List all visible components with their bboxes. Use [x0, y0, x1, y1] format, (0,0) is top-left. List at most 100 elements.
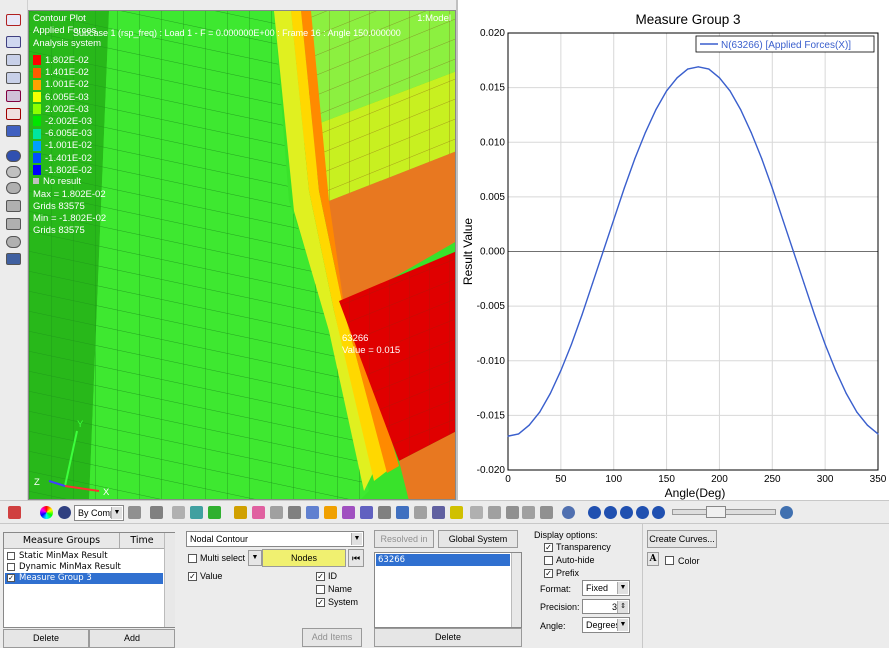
comment-icon[interactable] — [488, 506, 501, 519]
find-between-icon[interactable] — [360, 506, 373, 519]
image-icon[interactable] — [6, 253, 21, 265]
brush-icon[interactable] — [470, 506, 483, 519]
measure-groups-list[interactable]: Measure Groups Time Static MinMax Result… — [3, 532, 175, 628]
value-checkbox[interactable]: ✓ — [188, 572, 197, 581]
legend-swatch — [33, 55, 41, 66]
slider-handle[interactable] — [706, 506, 726, 518]
last-frame-icon[interactable] — [652, 506, 665, 519]
measure-icon[interactable] — [6, 150, 21, 162]
tensor-icon[interactable] — [6, 72, 21, 84]
hide-icon[interactable] — [378, 506, 391, 519]
pin-icon[interactable] — [414, 506, 427, 519]
resolved-in-button[interactable]: Resolved in — [374, 530, 434, 548]
autohide-checkbox[interactable] — [544, 556, 553, 565]
global-system-button[interactable]: Global System — [438, 530, 518, 548]
contour-tool-icon[interactable] — [8, 506, 21, 519]
iso-icon[interactable] — [6, 90, 21, 102]
legend-label: -6.005E-03 — [45, 128, 93, 140]
transparency-checkbox[interactable]: ✓ — [544, 543, 553, 552]
system-checkbox[interactable]: ✓ — [316, 598, 325, 607]
display-style-icon[interactable] — [128, 506, 141, 519]
add-items-button[interactable]: Add Items — [302, 628, 362, 647]
color-label: Color — [678, 556, 700, 566]
section-cut-icon[interactable] — [6, 108, 21, 120]
contour-icon[interactable] — [6, 14, 21, 26]
first-frame-icon[interactable] — [588, 506, 601, 519]
delete-node-button[interactable]: Delete — [374, 628, 522, 647]
notes-icon[interactable] — [6, 236, 21, 248]
precision-stepper[interactable]: 3 ⇕ — [582, 599, 630, 614]
create-curves-button[interactable]: Create Curves... — [647, 530, 717, 548]
reverse-icon[interactable] — [208, 506, 221, 519]
section-icon[interactable] — [252, 506, 265, 519]
column-header-groups[interactable]: Measure Groups — [4, 533, 120, 549]
flash-icon[interactable] — [324, 506, 337, 519]
measure-group-row[interactable]: Dynamic MinMax Result — [5, 562, 163, 573]
node-list-scrollbar[interactable] — [511, 553, 521, 627]
plot-window[interactable]: 0 50 100 150 200 250 300 350 -0.020 -0.015 -0.010 -… — [456, 0, 889, 500]
measure-group-checkbox[interactable] — [7, 551, 15, 560]
wire-icon[interactable] — [288, 506, 301, 519]
name-checkbox[interactable] — [316, 585, 325, 594]
legend-row: 6.005E-03 — [33, 92, 89, 104]
entity-type-arrow[interactable]: ▼ — [248, 550, 262, 566]
measure-tool-icon[interactable] — [432, 506, 445, 519]
display-icon[interactable] — [6, 125, 21, 137]
node-list[interactable]: 63266 — [374, 552, 522, 628]
mask-icon[interactable] — [190, 506, 203, 519]
shaded-icon[interactable] — [172, 506, 185, 519]
tracking-icon[interactable] — [6, 166, 21, 178]
prefix-checkbox[interactable]: ✓ — [544, 569, 553, 578]
fit-icon[interactable] — [306, 506, 319, 519]
sphere-icon[interactable] — [58, 506, 71, 519]
node-list-item[interactable]: 63266 — [376, 554, 510, 566]
chevron-down-icon: ▼ — [617, 619, 628, 631]
measure-type-dropdown[interactable]: Nodal Contour ▼ — [186, 531, 364, 547]
model-viewport[interactable]: Contour Plot Applied Forces Subcase 1 (r… — [28, 10, 456, 500]
measure-group-checkbox[interactable] — [7, 562, 15, 571]
clip-icon[interactable] — [234, 506, 247, 519]
column-header-time[interactable]: Time — [120, 533, 164, 549]
animation-mode-icon[interactable] — [562, 506, 575, 519]
notes-tool-icon[interactable] — [396, 506, 409, 519]
tag-icon[interactable] — [522, 506, 535, 519]
color-wheel-icon[interactable] — [40, 506, 53, 519]
measure-group-row[interactable]: ✓ Measure Group 3 — [5, 573, 163, 584]
measure-group-row[interactable]: Static MinMax Result — [5, 551, 163, 562]
scrollbar[interactable] — [164, 533, 175, 627]
font-button[interactable]: A — [647, 552, 659, 566]
derived-icon[interactable] — [6, 218, 21, 230]
no-result-label: No result — [43, 176, 82, 187]
legend-label: 6.005E-03 — [45, 91, 89, 103]
multi-select-checkbox[interactable] — [188, 554, 197, 563]
animation-settings-icon[interactable] — [780, 506, 793, 519]
next-frame-icon[interactable] — [636, 506, 649, 519]
format-dropdown[interactable]: Fixed ▼ — [582, 580, 630, 596]
legend-swatch — [33, 104, 41, 115]
id-checkbox[interactable]: ✓ — [316, 572, 325, 581]
contour-mesh — [29, 11, 455, 499]
add-group-button[interactable]: Add — [89, 629, 175, 648]
stepper-icon[interactable]: ⇕ — [617, 601, 628, 613]
settings-tool-icon[interactable] — [540, 506, 553, 519]
find-icon[interactable] — [342, 506, 355, 519]
nodes-selector-button[interactable]: Nodes — [262, 549, 346, 567]
hotspot-icon[interactable] — [6, 200, 21, 212]
mesh-mode-icon[interactable] — [150, 506, 163, 519]
color-by-dropdown[interactable]: By Comp ▼ — [74, 505, 124, 521]
angle-dropdown[interactable]: Degrees ▼ — [582, 617, 630, 633]
y-tick-label: 0.000 — [480, 247, 505, 258]
play-icon[interactable] — [620, 506, 633, 519]
deform-icon[interactable] — [6, 36, 21, 48]
marker-icon[interactable] — [506, 506, 519, 519]
query-icon[interactable] — [6, 182, 21, 194]
previous-frame-icon[interactable] — [604, 506, 617, 519]
measure-group-checkbox[interactable]: ✓ — [7, 573, 15, 582]
vector-icon[interactable] — [6, 54, 21, 66]
line-chart[interactable]: 0 50 100 150 200 250 300 350 -0.020 -0.015 -0.010 -… — [458, 0, 889, 500]
reset-selection-button[interactable]: ⏮ — [348, 549, 364, 567]
view-box-icon[interactable] — [270, 506, 283, 519]
delete-group-button[interactable]: Delete — [3, 629, 89, 648]
color-checkbox[interactable] — [665, 556, 674, 565]
query-tool-icon[interactable] — [450, 506, 463, 519]
